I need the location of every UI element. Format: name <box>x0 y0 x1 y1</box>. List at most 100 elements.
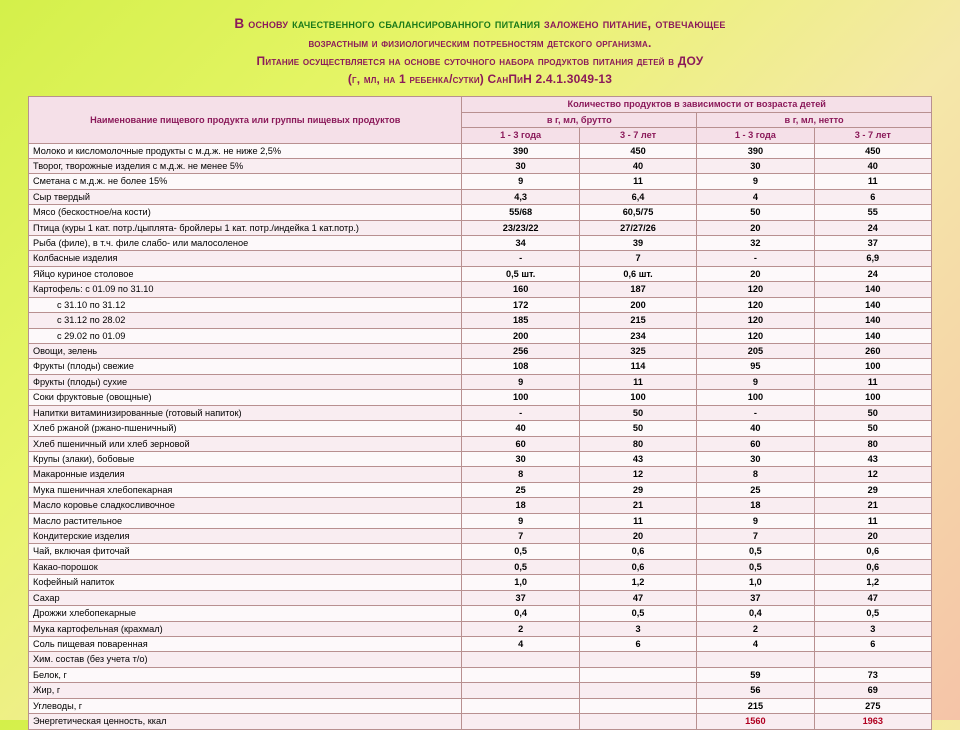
product-value: 0,4 <box>697 606 814 621</box>
product-value <box>462 698 579 713</box>
product-value: 0,5 <box>579 606 696 621</box>
table-row: Яйцо куриное столовое0,5 шт.0,6 шт.2024 <box>29 266 932 281</box>
table-row: Фрукты (плоды) свежие10811495100 <box>29 359 932 374</box>
product-name: Мука пшеничная хлебопекарная <box>29 482 462 497</box>
product-value: 23/23/22 <box>462 220 579 235</box>
table-row: Масло коровье сладкосливочное18211821 <box>29 498 932 513</box>
table-row: Колбасные изделия-7-6,9 <box>29 251 932 266</box>
product-value <box>462 714 579 729</box>
product-name: с 31.12 по 28.02 <box>29 313 462 328</box>
product-value: 37 <box>697 590 814 605</box>
product-value: 9 <box>697 174 814 189</box>
product-value: 50 <box>814 405 931 420</box>
product-value: 390 <box>462 143 579 158</box>
h-l1b: качественного сбалансированного питания <box>292 16 540 31</box>
product-value: 80 <box>814 436 931 451</box>
table-row: Мука пшеничная хлебопекарная25292529 <box>29 482 932 497</box>
product-value: 185 <box>462 313 579 328</box>
product-value: 1963 <box>814 714 931 729</box>
product-value: 2 <box>462 621 579 636</box>
product-value: - <box>462 405 579 420</box>
h-l2: возрастным и физиологическим потребностя… <box>28 34 932 52</box>
product-value: 95 <box>697 359 814 374</box>
product-value: 30 <box>697 451 814 466</box>
product-value: 260 <box>814 344 931 359</box>
product-value: 56 <box>697 683 814 698</box>
product-value: 6,4 <box>579 189 696 204</box>
product-name: Какао-порошок <box>29 559 462 574</box>
table-row: Какао-порошок0,50,60,50,6 <box>29 559 932 574</box>
product-value: 39 <box>579 236 696 251</box>
product-value: 27/27/26 <box>579 220 696 235</box>
product-name: Соки фруктовые (овощные) <box>29 390 462 405</box>
th-name: Наименование пищевого продукта или групп… <box>29 97 462 143</box>
product-value: 100 <box>814 359 931 374</box>
product-name: Энергетическая ценность, ккал <box>29 714 462 729</box>
product-value <box>462 667 579 682</box>
product-value: 7 <box>579 251 696 266</box>
product-value <box>579 683 696 698</box>
table-row: Энергетическая ценность, ккал15601963 <box>29 714 932 729</box>
product-value: 256 <box>462 344 579 359</box>
product-value <box>579 652 696 667</box>
product-value: 40 <box>579 158 696 173</box>
product-value: - <box>697 405 814 420</box>
table-row: Молоко и кисломолочные продукты с м.д.ж.… <box>29 143 932 158</box>
product-value: 50 <box>579 405 696 420</box>
h-l3: Питание осуществляется на основе суточно… <box>28 52 932 70</box>
product-name: Фрукты (плоды) свежие <box>29 359 462 374</box>
table-row: Жир, г5669 <box>29 683 932 698</box>
product-value: 20 <box>579 529 696 544</box>
product-value: 55/68 <box>462 205 579 220</box>
table-row: Дрожжи хлебопекарные0,40,50,40,5 <box>29 606 932 621</box>
product-value: 140 <box>814 282 931 297</box>
table-row: Углеводы, г215275 <box>29 698 932 713</box>
th-qty: Количество продуктов в зависимости от во… <box>462 97 932 112</box>
product-value: - <box>697 251 814 266</box>
product-value <box>814 652 931 667</box>
product-value: 60 <box>462 436 579 451</box>
product-name: Жир, г <box>29 683 462 698</box>
product-value: 6,9 <box>814 251 931 266</box>
product-name: Сметана с м.д.ж. не более 15% <box>29 174 462 189</box>
product-value: 29 <box>579 482 696 497</box>
product-value: 120 <box>697 282 814 297</box>
table-row: Сметана с м.д.ж. не более 15%911911 <box>29 174 932 189</box>
product-name: Напитки витаминизированные (готовый напи… <box>29 405 462 420</box>
product-name: с 29.02 по 01.09 <box>29 328 462 343</box>
product-value: 24 <box>814 220 931 235</box>
table-row: Белок, г5973 <box>29 667 932 682</box>
table-row: Птица (куры 1 кат. потр./цыплята- бройле… <box>29 220 932 235</box>
product-value: 37 <box>814 236 931 251</box>
product-name: Кондитерские изделия <box>29 529 462 544</box>
table-row: Мясо (бескостное/на кости)55/6860,5/7550… <box>29 205 932 220</box>
product-value: 7 <box>697 529 814 544</box>
table-row: Мука картофельная (крахмал)2323 <box>29 621 932 636</box>
product-value: 30 <box>462 158 579 173</box>
table-row: Макаронные изделия812812 <box>29 467 932 482</box>
table-row: Кофейный напиток1,01,21,01,2 <box>29 575 932 590</box>
product-value: 6 <box>579 637 696 652</box>
product-value: 114 <box>579 359 696 374</box>
product-value: 20 <box>697 220 814 235</box>
product-value: 60,5/75 <box>579 205 696 220</box>
product-value: 140 <box>814 328 931 343</box>
product-value: 12 <box>814 467 931 482</box>
product-value: 3 <box>814 621 931 636</box>
product-value <box>579 714 696 729</box>
table-row: Рыба (филе), в т.ч. филе слабо- или мало… <box>29 236 932 251</box>
product-value: 11 <box>579 174 696 189</box>
table-row: с 31.10 по 31.12172200120140 <box>29 297 932 312</box>
product-name: Соль пищевая поваренная <box>29 637 462 652</box>
product-value: 25 <box>462 482 579 497</box>
product-name: Кофейный напиток <box>29 575 462 590</box>
product-value: 100 <box>814 390 931 405</box>
table-row: Соль пищевая поваренная4646 <box>29 637 932 652</box>
product-value: 0,6 <box>814 559 931 574</box>
table-row: с 31.12 по 28.02185215120140 <box>29 313 932 328</box>
table-row: Кондитерские изделия720720 <box>29 529 932 544</box>
product-value: 275 <box>814 698 931 713</box>
table-row: Хим. состав (без учета т/о) <box>29 652 932 667</box>
th-a13-2: 1 - 3 года <box>697 128 814 143</box>
product-value: 30 <box>697 158 814 173</box>
